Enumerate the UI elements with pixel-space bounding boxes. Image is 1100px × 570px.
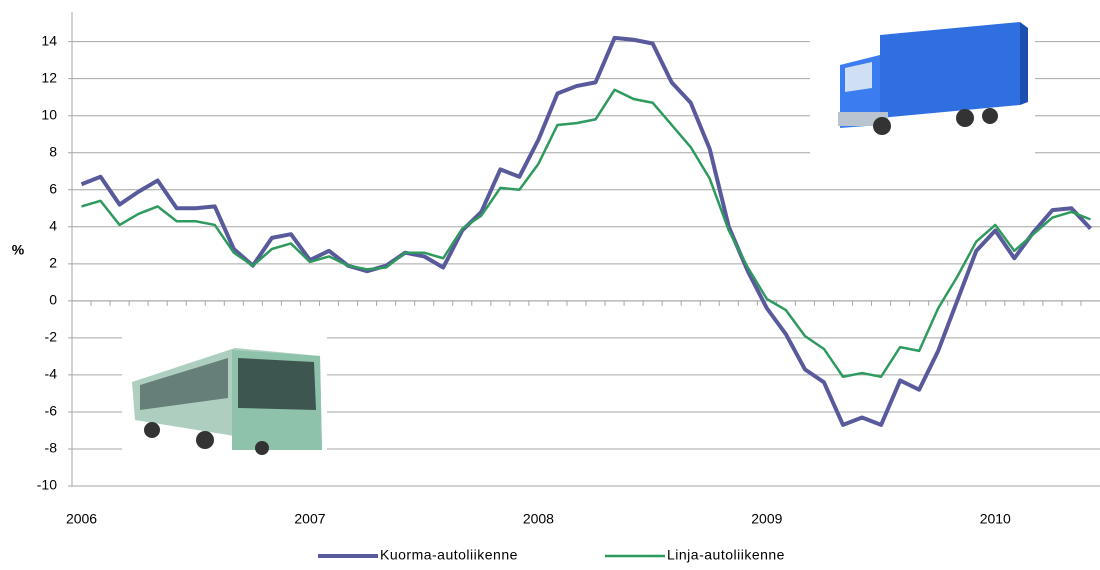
y-tick-label: -6 bbox=[45, 403, 58, 419]
bus-image bbox=[122, 335, 327, 460]
legend-label: Kuorma-autoliikenne bbox=[380, 547, 518, 563]
y-tick-label: 4 bbox=[49, 217, 57, 233]
y-axis-label: % bbox=[12, 242, 25, 258]
x-tick-label: 2007 bbox=[294, 511, 325, 527]
y-tick-label: 10 bbox=[41, 106, 57, 122]
y-tick-label: 8 bbox=[49, 143, 57, 159]
y-tick-label: -4 bbox=[45, 366, 58, 382]
x-tick-label: 2010 bbox=[980, 511, 1011, 527]
truck-image bbox=[810, 8, 1035, 158]
x-tick-label: 2006 bbox=[66, 511, 97, 527]
y-tick-label: -8 bbox=[45, 440, 58, 456]
y-tick-label: 6 bbox=[49, 180, 57, 196]
legend: Kuorma-autoliikenne Linja-autoliikenne bbox=[318, 547, 785, 563]
y-tick-label: 14 bbox=[41, 32, 57, 48]
x-tick-label: 2008 bbox=[523, 511, 554, 527]
y-tick-label: 0 bbox=[49, 292, 57, 308]
y-tick-label: -2 bbox=[45, 329, 58, 345]
series-line bbox=[81, 88, 1091, 379]
y-tick-label: 12 bbox=[41, 69, 57, 85]
y-tick-label: 2 bbox=[49, 255, 57, 271]
x-tick-label: 2009 bbox=[751, 511, 782, 527]
legend-label: Linja-autoliikenne bbox=[667, 547, 785, 563]
y-tick-label: -10 bbox=[37, 477, 57, 493]
